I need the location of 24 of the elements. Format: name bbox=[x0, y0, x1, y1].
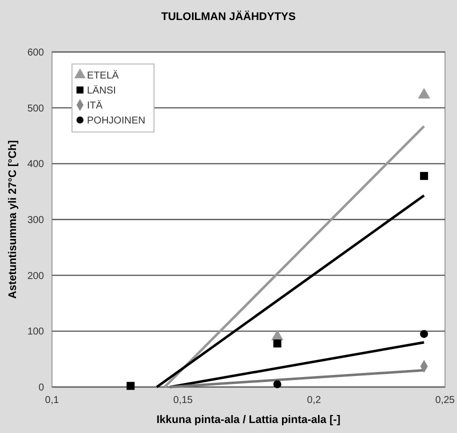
x-tick-label: 0,25 bbox=[435, 395, 456, 406]
y-tick-label: 200 bbox=[27, 270, 44, 282]
point bbox=[420, 330, 428, 338]
y-tick-label: 500 bbox=[27, 103, 44, 114]
x-tick-label: 0,2 bbox=[307, 395, 322, 406]
y-tick-label: 300 bbox=[27, 215, 44, 226]
y-axis-title: Astetuntisumma yli 27°C [°Ch] bbox=[7, 140, 19, 299]
point bbox=[273, 380, 282, 388]
point bbox=[273, 339, 282, 348]
chart-title: TULOILMAN JÄÄHDYTYS bbox=[161, 10, 296, 23]
y-tick-label: 0 bbox=[38, 382, 44, 394]
point bbox=[126, 382, 135, 390]
y-tick-label: 600 bbox=[27, 48, 44, 58]
x-tick-label: 0,1 bbox=[45, 395, 60, 406]
point bbox=[420, 172, 428, 180]
y-tick-label: 400 bbox=[27, 159, 44, 170]
x-axis-title: Ikkuna pinta-ala / Lattia pinta-ala [-] bbox=[156, 414, 341, 426]
legend-label: LÄNSI bbox=[87, 84, 116, 96]
legend-label: POHJOINEN bbox=[87, 116, 146, 126]
point bbox=[418, 88, 430, 98]
x-tick-label: 0,15 bbox=[173, 395, 194, 406]
y-tick-label: 100 bbox=[27, 326, 44, 338]
legend-label: ETELÄ bbox=[87, 70, 120, 82]
legend-label: ITÄ bbox=[87, 100, 103, 112]
